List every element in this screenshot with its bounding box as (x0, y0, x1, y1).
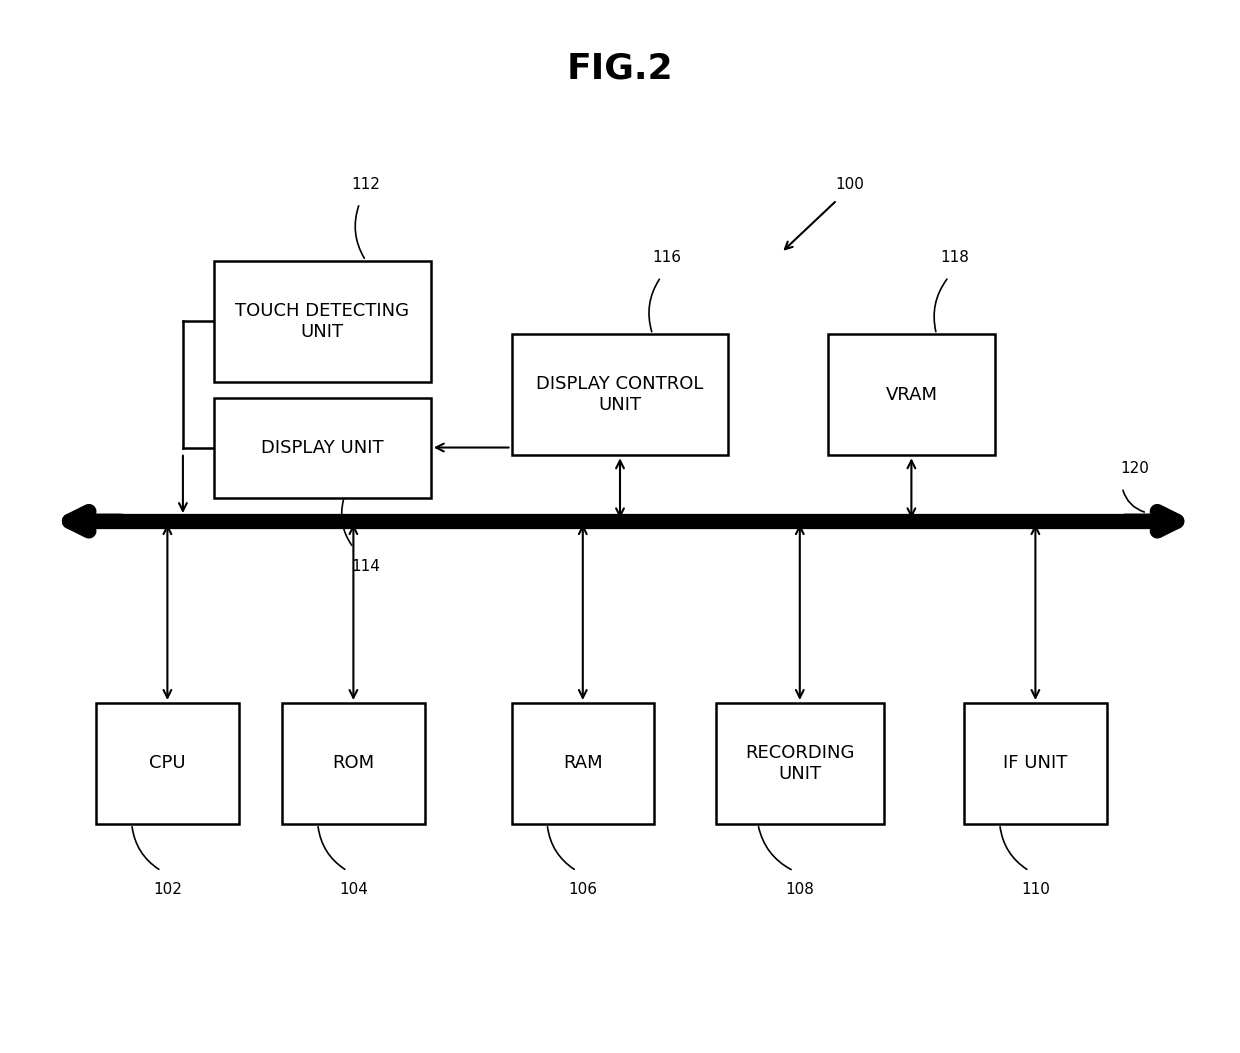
Text: 116: 116 (652, 251, 682, 265)
Text: 114: 114 (351, 559, 381, 574)
Text: 104: 104 (339, 882, 368, 897)
Bar (828, 335, 994, 455)
Text: 120: 120 (1120, 461, 1149, 476)
Text: IF UNIT: IF UNIT (1003, 754, 1068, 773)
Bar (717, 703, 883, 823)
Bar (965, 703, 1106, 823)
Bar (215, 398, 432, 498)
Text: 102: 102 (153, 882, 182, 897)
Bar (511, 335, 728, 455)
Text: 118: 118 (940, 251, 970, 265)
Text: 106: 106 (568, 882, 598, 897)
Text: TOUCH DETECTING
UNIT: TOUCH DETECTING UNIT (236, 302, 409, 340)
Bar (97, 703, 238, 823)
Text: ROM: ROM (332, 754, 374, 773)
Text: RECORDING
UNIT: RECORDING UNIT (745, 744, 854, 782)
Text: 108: 108 (785, 882, 815, 897)
Bar (281, 703, 424, 823)
Text: CPU: CPU (149, 754, 186, 773)
Bar (215, 261, 432, 382)
Text: VRAM: VRAM (885, 385, 937, 404)
Text: 112: 112 (351, 177, 381, 192)
Text: DISPLAY CONTROL
UNIT: DISPLAY CONTROL UNIT (537, 376, 703, 414)
Text: 110: 110 (1021, 882, 1050, 897)
Bar (511, 703, 655, 823)
Text: RAM: RAM (563, 754, 603, 773)
Text: FIG.2: FIG.2 (567, 52, 673, 85)
Text: 100: 100 (835, 177, 864, 192)
Text: DISPLAY UNIT: DISPLAY UNIT (262, 438, 383, 457)
